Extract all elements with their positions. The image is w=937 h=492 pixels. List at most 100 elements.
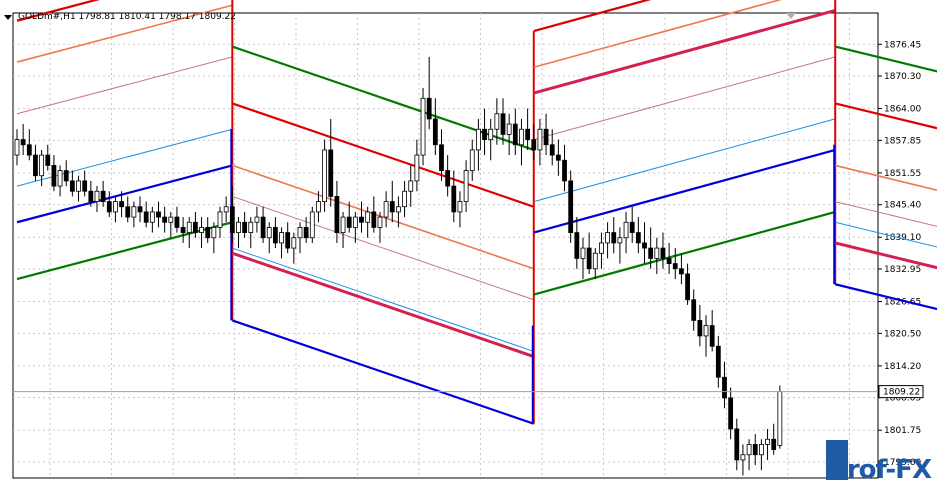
candle-body bbox=[33, 154, 38, 177]
candle-body bbox=[149, 211, 155, 223]
y-tick-label: 1832.95 bbox=[884, 265, 921, 275]
candle-body bbox=[432, 118, 438, 146]
candle-body bbox=[623, 221, 629, 239]
price-tag-box bbox=[878, 385, 924, 399]
channel-line-upper1 bbox=[16, 56, 233, 115]
channel-line-green bbox=[834, 45, 937, 73]
candle-body bbox=[377, 216, 383, 228]
channel-line-blue bbox=[231, 319, 535, 425]
candle-body bbox=[525, 128, 531, 140]
candle-body bbox=[506, 123, 512, 135]
candle-body bbox=[143, 211, 149, 223]
candle-body bbox=[765, 438, 770, 445]
candle-body bbox=[113, 201, 118, 213]
channel-line-crimson bbox=[533, 8, 836, 95]
scroll-marker-icon bbox=[786, 13, 796, 19]
candle-body bbox=[543, 128, 549, 146]
candle-body bbox=[205, 227, 211, 239]
candle-body bbox=[758, 444, 764, 456]
candle-body bbox=[605, 232, 610, 244]
candle-body bbox=[482, 128, 487, 140]
channel-line-centre bbox=[835, 221, 937, 248]
candle-body bbox=[340, 216, 346, 233]
candle-body bbox=[746, 444, 752, 456]
channel-line-thin bbox=[835, 201, 937, 227]
candle-body bbox=[635, 232, 641, 244]
candle-body bbox=[352, 216, 358, 228]
candle-body bbox=[63, 170, 69, 182]
channel-line-orange bbox=[533, 0, 783, 69]
candle-body bbox=[383, 201, 389, 218]
candle-body bbox=[57, 170, 63, 187]
channel-line-upper3 bbox=[16, 0, 100, 22]
candle-body bbox=[494, 113, 500, 130]
candle-body bbox=[316, 201, 321, 213]
candle-body bbox=[137, 206, 143, 213]
candle-body bbox=[728, 397, 734, 430]
candle-body bbox=[660, 247, 666, 259]
candle-body bbox=[709, 325, 715, 347]
candle-body bbox=[223, 206, 229, 213]
candle-body bbox=[685, 273, 690, 301]
candle-body bbox=[679, 268, 684, 275]
candle-body bbox=[242, 221, 248, 233]
y-tick-label: 1808.05 bbox=[884, 394, 921, 404]
channel-line-red bbox=[533, 0, 652, 33]
channel-line-blue bbox=[834, 283, 937, 311]
candle-body bbox=[180, 227, 186, 233]
candle-body bbox=[740, 454, 746, 461]
channel-line-lower1 bbox=[16, 164, 233, 224]
candle-body bbox=[389, 201, 395, 213]
candle-body bbox=[457, 201, 463, 213]
candle-body bbox=[771, 438, 777, 450]
y-tick-label: 1857.85 bbox=[884, 136, 921, 146]
candle-body bbox=[666, 258, 672, 264]
candle-body bbox=[371, 211, 377, 228]
candle-body bbox=[445, 170, 451, 187]
candle-body bbox=[672, 263, 678, 270]
candle-body bbox=[549, 144, 555, 156]
candle-body bbox=[715, 345, 721, 378]
channel-line-red bbox=[231, 102, 535, 208]
channel-line-crimson bbox=[231, 251, 535, 359]
candle-body bbox=[193, 221, 198, 233]
candle-body bbox=[69, 180, 75, 192]
candle-body bbox=[537, 128, 543, 151]
candle-body bbox=[266, 227, 272, 239]
candle-body bbox=[611, 232, 617, 244]
candle-body bbox=[365, 211, 371, 223]
candle-body bbox=[580, 247, 586, 259]
candle-body bbox=[734, 428, 740, 461]
candle-body bbox=[119, 201, 124, 208]
y-tick-label: 1876.45 bbox=[884, 40, 921, 50]
candle-body bbox=[20, 139, 26, 146]
y-tick-label: 1795.60 bbox=[884, 458, 921, 468]
y-tick-label: 1801.75 bbox=[884, 426, 921, 436]
candle-body bbox=[260, 216, 266, 239]
candle-body bbox=[303, 227, 309, 239]
candle-body bbox=[217, 211, 223, 228]
candle-body bbox=[26, 144, 32, 156]
candle-body bbox=[439, 144, 444, 171]
channel-line-thin bbox=[533, 56, 836, 141]
chart-menu-arrow-icon[interactable] bbox=[4, 15, 12, 20]
candle-body bbox=[648, 247, 654, 259]
y-tick-label: 1820.50 bbox=[884, 329, 921, 339]
channel-line-crimson bbox=[834, 241, 937, 270]
candle-body bbox=[131, 206, 137, 218]
y-tick-label: 1845.40 bbox=[884, 201, 921, 211]
candle-body bbox=[512, 123, 518, 146]
plot-frame bbox=[12, 12, 879, 479]
candle-body bbox=[568, 180, 574, 233]
candle-body bbox=[106, 201, 112, 213]
y-tick-label: 1851.55 bbox=[884, 169, 921, 179]
candle-body bbox=[500, 113, 506, 135]
candle-body bbox=[691, 299, 697, 321]
candle-body bbox=[469, 149, 475, 171]
channel-line-upper2 bbox=[16, 4, 233, 63]
candle-body bbox=[396, 206, 401, 213]
candle-body bbox=[642, 242, 647, 249]
candle-body bbox=[531, 139, 537, 151]
